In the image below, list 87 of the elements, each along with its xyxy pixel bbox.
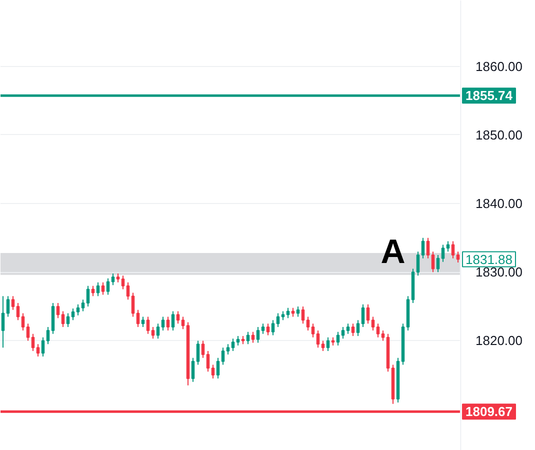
candlestick — [41, 336, 45, 358]
candlestick — [421, 237, 425, 259]
candlestick — [371, 316, 375, 331]
candlestick — [46, 326, 50, 345]
candlestick — [326, 336, 330, 352]
candlestick — [131, 292, 135, 318]
candlestick — [316, 330, 320, 348]
candlestick — [6, 296, 10, 318]
candlestick — [136, 309, 140, 328]
candlestick — [31, 333, 35, 352]
candlestick — [321, 340, 325, 352]
candlestick — [66, 312, 70, 328]
candlestick — [181, 316, 185, 330]
candlestick — [296, 306, 300, 318]
candlestick — [456, 251, 460, 264]
candlestick — [211, 364, 215, 379]
candlestick — [276, 312, 280, 328]
candlestick — [171, 310, 175, 331]
candlestick — [261, 323, 265, 334]
candlestick — [16, 302, 20, 321]
candlestick — [11, 296, 15, 310]
candlestick — [221, 347, 225, 366]
y-tick-label: 1830.00 — [476, 264, 522, 280]
candlestick — [256, 326, 260, 344]
candlestick — [201, 340, 205, 358]
candlestick — [436, 254, 440, 273]
candlestick — [341, 326, 345, 340]
candlestick — [191, 357, 195, 382]
candlestick — [271, 320, 275, 336]
candlestick — [451, 240, 455, 259]
candlestick — [216, 357, 220, 379]
text: 1831.88 — [466, 252, 512, 267]
ref-line-label: 1855.74 — [466, 88, 514, 104]
candlestick — [96, 282, 100, 297]
y-tick-label: 1860.00 — [476, 58, 522, 74]
candlestick — [236, 335, 240, 346]
y-tick-label: 1840.00 — [476, 196, 522, 212]
candlestick — [101, 282, 105, 296]
candlestick — [111, 273, 115, 286]
candlestick — [151, 326, 155, 340]
candlestick — [231, 338, 235, 352]
candlestick — [166, 316, 170, 331]
candlestick — [416, 251, 420, 276]
candlestick — [21, 312, 25, 331]
candlestick — [146, 316, 150, 334]
candlestick — [356, 320, 360, 336]
candlestick — [26, 323, 30, 342]
candlestick — [446, 240, 450, 252]
candlestick — [361, 304, 365, 328]
candlestick — [206, 350, 210, 372]
y-tick-label: 1820.00 — [476, 333, 522, 348]
candlestick — [1, 296, 5, 348]
candlestick — [61, 310, 65, 328]
candlestick — [156, 323, 160, 340]
candlestick — [141, 316, 145, 328]
y-tick-label: 1850.00 — [476, 127, 522, 142]
candlestick — [301, 306, 305, 324]
candlestick — [56, 302, 60, 319]
candlestick — [246, 331, 250, 345]
candlestick — [106, 278, 110, 296]
candlestick — [441, 244, 445, 262]
candlestick — [81, 299, 85, 312]
candlestick — [86, 285, 90, 307]
candlestick — [346, 323, 350, 334]
candlestick — [71, 308, 75, 321]
candlestick — [196, 340, 200, 366]
candlestick — [431, 251, 435, 273]
ref-line-label: 1809.67 — [466, 404, 512, 420]
candlestick — [36, 344, 40, 358]
candlestick — [426, 237, 430, 259]
candlestick — [306, 316, 310, 331]
candlestick — [121, 275, 125, 290]
candlestick — [76, 304, 80, 316]
candlestick — [161, 316, 165, 331]
band-label: A — [380, 232, 406, 271]
candlestick — [251, 331, 255, 344]
candlestick — [336, 331, 340, 346]
candlestick — [266, 323, 270, 336]
candlestick — [381, 330, 385, 342]
candlestick — [226, 344, 230, 355]
candlestick — [376, 323, 380, 338]
candlestick — [351, 323, 355, 336]
candlestick — [311, 323, 315, 338]
candlestick — [176, 310, 180, 324]
candlestick — [126, 282, 130, 300]
candlestick — [366, 304, 370, 324]
candlestick — [286, 307, 290, 319]
